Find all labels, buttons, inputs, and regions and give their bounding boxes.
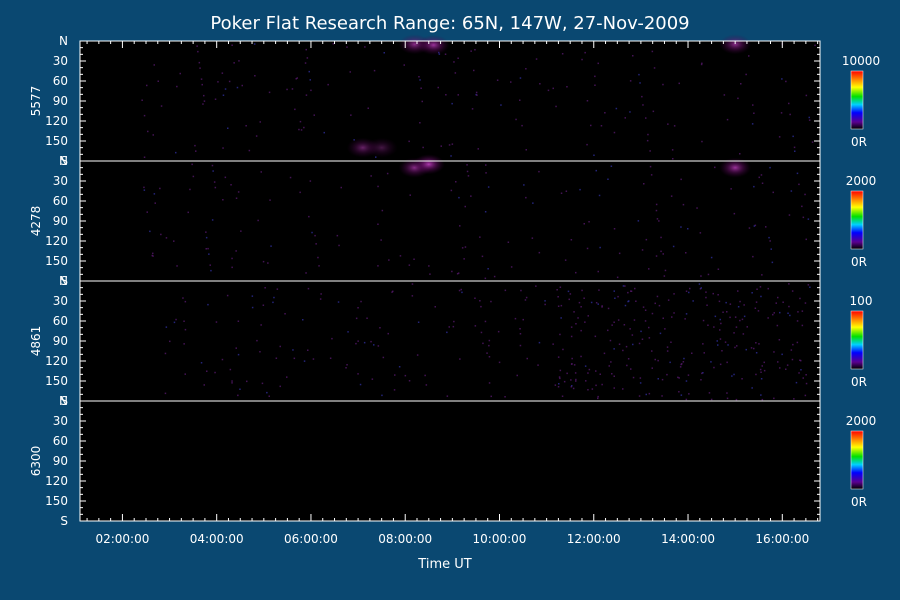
x-axis-label: Time UT (417, 557, 471, 572)
colorbar (850, 190, 864, 250)
y-tick-label: S (60, 154, 68, 168)
x-tick-label: 14:00:00 (661, 532, 715, 546)
y-tick-label: 60 (53, 194, 68, 208)
panel-4278: N 30 60 90 120 150 S 4278 2000 0R (29, 154, 876, 288)
aurora-feature (719, 34, 752, 55)
x-tick-label: 02:00:00 (95, 532, 149, 546)
panel-wavelength-label: 4278 (29, 206, 43, 237)
y-tick-label: N (59, 154, 68, 168)
y-tick-label: 30 (53, 294, 68, 308)
panel-wavelength-label: 5577 (29, 86, 43, 117)
panel-6300: N 30 60 90 120 150 S 6300 2000 0R (29, 394, 876, 528)
y-tick-label: 150 (45, 374, 68, 388)
colorbar-max-label: 2000 (846, 414, 877, 428)
noise-texture (143, 163, 810, 280)
colorbar (850, 70, 864, 130)
x-tick-label: 12:00:00 (567, 532, 621, 546)
aurora-feature (417, 35, 450, 55)
x-tick-label: 04:00:00 (190, 532, 244, 546)
aurora-feature (365, 137, 398, 158)
x-axis: 02:00:00 04:00:00 06:00:00 08:00:00 10:00:00… (86, 41, 819, 546)
y-tick-label: 30 (53, 54, 68, 68)
y-tick-label: 90 (53, 94, 68, 108)
y-tick-label: 120 (45, 234, 68, 248)
y-tick-label: 150 (45, 254, 68, 268)
colorbar-max-label: 10000 (842, 54, 880, 68)
y-tick-label: S (60, 394, 68, 408)
colorbar (850, 430, 864, 490)
y-tick-label: 60 (53, 74, 68, 88)
y-tick-label: S (60, 514, 68, 528)
colorbar (850, 310, 864, 370)
x-tick-label: 08:00:00 (378, 532, 432, 546)
y-tick-label: 120 (45, 354, 68, 368)
y-tick-label: N (59, 394, 68, 408)
y-tick-label: 30 (53, 174, 68, 188)
y-tick-label: 120 (45, 114, 68, 128)
panel-5577: N 30 60 90 120 150 S 5577 10000 0R (29, 34, 880, 168)
y-tick-label: 150 (45, 134, 68, 148)
y-tick-label: 60 (53, 434, 68, 448)
y-tick-label: S (60, 274, 68, 288)
y-tick-label: 120 (45, 474, 68, 488)
x-tick-label: 10:00:00 (473, 532, 527, 546)
y-tick-label: N (59, 34, 68, 48)
colorbar-min-label: 0R (851, 135, 867, 149)
colorbar-min-label: 0R (851, 375, 867, 389)
y-tick-label: 60 (53, 314, 68, 328)
y-tick-label: 90 (53, 334, 68, 348)
panel-4861: N 30 60 90 120 150 S 4861 100 0R (29, 274, 872, 408)
y-tick-label: N (59, 274, 68, 288)
chart-title: Poker Flat Research Range: 65N, 147W, 27… (210, 13, 689, 34)
panel-background (80, 281, 820, 401)
x-tick-label: 16:00:00 (755, 532, 809, 546)
panel-wavelength-label: 4861 (29, 326, 43, 357)
panel-background (80, 161, 820, 281)
noise-texture (164, 283, 811, 401)
colorbar-min-label: 0R (851, 495, 867, 509)
panel-background (80, 401, 820, 521)
colorbar-max-label: 2000 (846, 174, 877, 188)
panel-wavelength-label: 6300 (29, 446, 43, 477)
colorbar-min-label: 0R (851, 255, 867, 269)
y-tick-label: 90 (53, 214, 68, 228)
noise-texture (141, 43, 816, 160)
y-tick-label: 150 (45, 494, 68, 508)
panel-background (80, 41, 820, 161)
aurora-feature (719, 157, 752, 178)
x-tick-label: 06:00:00 (284, 532, 338, 546)
y-tick-label: 90 (53, 454, 68, 468)
colorbar-max-label: 100 (850, 294, 873, 308)
aurora-feature (412, 154, 445, 175)
y-tick-label: 30 (53, 414, 68, 428)
